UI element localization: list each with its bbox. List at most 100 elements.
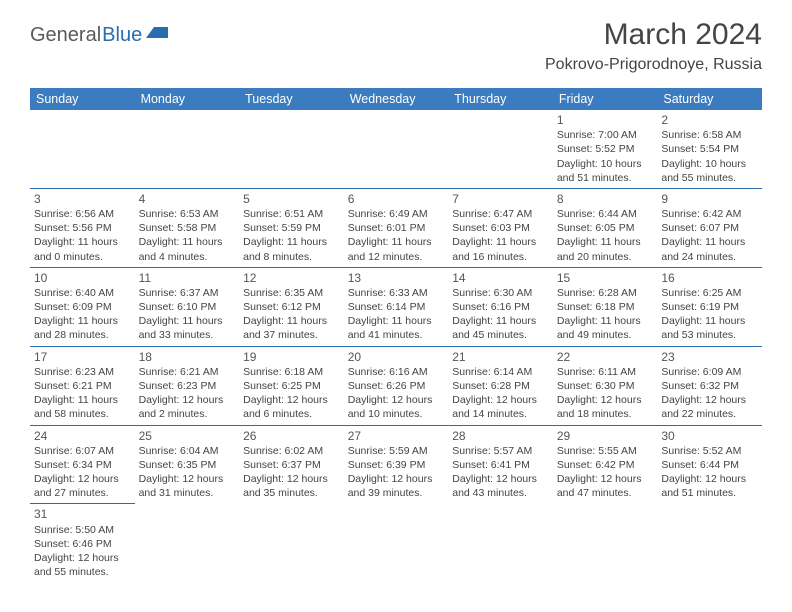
- day-number: 25: [139, 428, 236, 444]
- sunset-line: Sunset: 6:16 PM: [452, 300, 549, 314]
- calendar-cell: 4Sunrise: 6:53 AMSunset: 5:58 PMDaylight…: [135, 188, 240, 267]
- sunset-line: Sunset: 6:01 PM: [348, 221, 445, 235]
- daylight-line: Daylight: 11 hours and 37 minutes.: [243, 314, 340, 342]
- day-number: 29: [557, 428, 654, 444]
- calendar-cell: 6Sunrise: 6:49 AMSunset: 6:01 PMDaylight…: [344, 188, 449, 267]
- sunrise-line: Sunrise: 5:52 AM: [661, 444, 758, 458]
- location-label: Pokrovo-Prigorodnoye, Russia: [545, 56, 762, 74]
- day-number: 22: [557, 349, 654, 365]
- sunrise-line: Sunrise: 6:33 AM: [348, 286, 445, 300]
- calendar-cell: [239, 504, 344, 582]
- sunset-line: Sunset: 6:10 PM: [139, 300, 236, 314]
- day-header: Wednesday: [344, 88, 449, 110]
- day-number: 13: [348, 270, 445, 286]
- day-number: 6: [348, 191, 445, 207]
- logo-flag-icon: [146, 24, 172, 45]
- sunrise-line: Sunrise: 5:57 AM: [452, 444, 549, 458]
- day-number: 26: [243, 428, 340, 444]
- sunrise-line: Sunrise: 6:04 AM: [139, 444, 236, 458]
- day-number: 14: [452, 270, 549, 286]
- day-number: 15: [557, 270, 654, 286]
- sunset-line: Sunset: 6:34 PM: [34, 458, 131, 472]
- daylight-line: Daylight: 12 hours and 18 minutes.: [557, 393, 654, 421]
- calendar-cell: 26Sunrise: 6:02 AMSunset: 6:37 PMDayligh…: [239, 425, 344, 504]
- calendar-cell: 5Sunrise: 6:51 AMSunset: 5:59 PMDaylight…: [239, 188, 344, 267]
- sunrise-line: Sunrise: 5:50 AM: [34, 523, 131, 537]
- sunrise-line: Sunrise: 6:25 AM: [661, 286, 758, 300]
- sunrise-line: Sunrise: 7:00 AM: [557, 128, 654, 142]
- sunrise-line: Sunrise: 6:42 AM: [661, 207, 758, 221]
- daylight-line: Daylight: 11 hours and 53 minutes.: [661, 314, 758, 342]
- sunset-line: Sunset: 5:54 PM: [661, 142, 758, 156]
- day-number: 18: [139, 349, 236, 365]
- calendar-cell: [30, 110, 135, 188]
- calendar-row: 10Sunrise: 6:40 AMSunset: 6:09 PMDayligh…: [30, 267, 762, 346]
- calendar-cell: 29Sunrise: 5:55 AMSunset: 6:42 PMDayligh…: [553, 425, 658, 504]
- sunrise-line: Sunrise: 6:14 AM: [452, 365, 549, 379]
- sunrise-line: Sunrise: 6:18 AM: [243, 365, 340, 379]
- daylight-line: Daylight: 10 hours and 55 minutes.: [661, 157, 758, 185]
- sunrise-line: Sunrise: 6:56 AM: [34, 207, 131, 221]
- day-number: 5: [243, 191, 340, 207]
- day-number: 23: [661, 349, 758, 365]
- day-header: Saturday: [657, 88, 762, 110]
- day-header: Monday: [135, 88, 240, 110]
- header: General Blue March 2024 Pokrovo-Prigorod…: [0, 0, 792, 82]
- daylight-line: Daylight: 12 hours and 2 minutes.: [139, 393, 236, 421]
- calendar-cell: 19Sunrise: 6:18 AMSunset: 6:25 PMDayligh…: [239, 346, 344, 425]
- day-number: 7: [452, 191, 549, 207]
- calendar-body: 1Sunrise: 7:00 AMSunset: 5:52 PMDaylight…: [30, 110, 762, 582]
- sunset-line: Sunset: 6:18 PM: [557, 300, 654, 314]
- calendar-table: Sunday Monday Tuesday Wednesday Thursday…: [30, 88, 762, 582]
- day-number: 19: [243, 349, 340, 365]
- calendar-cell: [448, 504, 553, 582]
- calendar-cell: 14Sunrise: 6:30 AMSunset: 6:16 PMDayligh…: [448, 267, 553, 346]
- sunset-line: Sunset: 6:23 PM: [139, 379, 236, 393]
- day-number: 16: [661, 270, 758, 286]
- calendar-cell: [239, 110, 344, 188]
- calendar-cell: 15Sunrise: 6:28 AMSunset: 6:18 PMDayligh…: [553, 267, 658, 346]
- daylight-line: Daylight: 11 hours and 0 minutes.: [34, 235, 131, 263]
- day-number: 2: [661, 112, 758, 128]
- daylight-line: Daylight: 12 hours and 6 minutes.: [243, 393, 340, 421]
- daylight-line: Daylight: 10 hours and 51 minutes.: [557, 157, 654, 185]
- month-title: March 2024: [545, 18, 762, 52]
- calendar-cell: [344, 110, 449, 188]
- sunset-line: Sunset: 6:28 PM: [452, 379, 549, 393]
- calendar-cell: 27Sunrise: 5:59 AMSunset: 6:39 PMDayligh…: [344, 425, 449, 504]
- day-number: 8: [557, 191, 654, 207]
- calendar-cell: [448, 110, 553, 188]
- sunrise-line: Sunrise: 5:59 AM: [348, 444, 445, 458]
- sunrise-line: Sunrise: 6:11 AM: [557, 365, 654, 379]
- calendar-cell: 2Sunrise: 6:58 AMSunset: 5:54 PMDaylight…: [657, 110, 762, 188]
- daylight-line: Daylight: 12 hours and 47 minutes.: [557, 472, 654, 500]
- sunrise-line: Sunrise: 6:07 AM: [34, 444, 131, 458]
- day-number: 31: [34, 506, 131, 522]
- day-number: 24: [34, 428, 131, 444]
- sunset-line: Sunset: 6:05 PM: [557, 221, 654, 235]
- day-number: 28: [452, 428, 549, 444]
- sunrise-line: Sunrise: 6:53 AM: [139, 207, 236, 221]
- sunrise-line: Sunrise: 6:51 AM: [243, 207, 340, 221]
- calendar-cell: 16Sunrise: 6:25 AMSunset: 6:19 PMDayligh…: [657, 267, 762, 346]
- sunrise-line: Sunrise: 6:58 AM: [661, 128, 758, 142]
- day-header: Tuesday: [239, 88, 344, 110]
- calendar-cell: 3Sunrise: 6:56 AMSunset: 5:56 PMDaylight…: [30, 188, 135, 267]
- sunset-line: Sunset: 6:03 PM: [452, 221, 549, 235]
- daylight-line: Daylight: 12 hours and 55 minutes.: [34, 551, 131, 579]
- calendar-cell: 21Sunrise: 6:14 AMSunset: 6:28 PMDayligh…: [448, 346, 553, 425]
- daylight-line: Daylight: 11 hours and 45 minutes.: [452, 314, 549, 342]
- daylight-line: Daylight: 11 hours and 33 minutes.: [139, 314, 236, 342]
- logo-text-blue: Blue: [102, 24, 142, 47]
- calendar-cell: 7Sunrise: 6:47 AMSunset: 6:03 PMDaylight…: [448, 188, 553, 267]
- sunrise-line: Sunrise: 6:23 AM: [34, 365, 131, 379]
- sunset-line: Sunset: 6:41 PM: [452, 458, 549, 472]
- calendar-row: 24Sunrise: 6:07 AMSunset: 6:34 PM Dayligh…: [30, 425, 762, 504]
- day-number: 30: [661, 428, 758, 444]
- calendar-row: 3Sunrise: 6:56 AMSunset: 5:56 PMDaylight…: [30, 188, 762, 267]
- calendar-cell: 10Sunrise: 6:40 AMSunset: 6:09 PMDayligh…: [30, 267, 135, 346]
- day-number: 3: [34, 191, 131, 207]
- calendar-row: 17Sunrise: 6:23 AMSunset: 6:21 PMDayligh…: [30, 346, 762, 425]
- calendar-cell: 18Sunrise: 6:21 AMSunset: 6:23 PMDayligh…: [135, 346, 240, 425]
- calendar-row: 1Sunrise: 7:00 AMSunset: 5:52 PMDaylight…: [30, 110, 762, 188]
